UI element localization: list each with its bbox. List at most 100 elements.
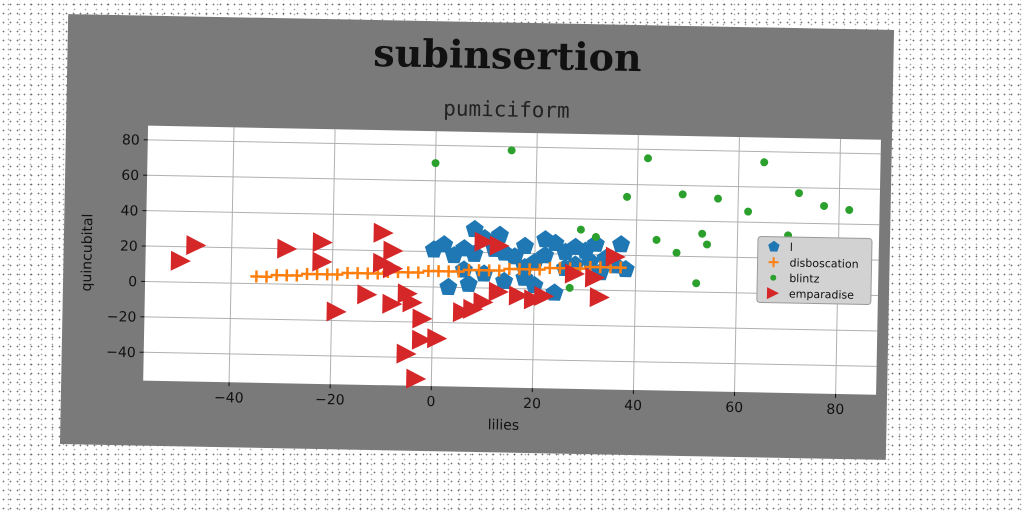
point-l [459, 274, 478, 292]
point-emparadise [584, 267, 606, 288]
x-tick-label: 60 [725, 400, 743, 416]
point-emparadise [186, 235, 207, 256]
y-tick-label: 20 [120, 239, 138, 255]
point-emparadise [474, 231, 495, 252]
point-blintz [507, 146, 516, 155]
legend-item-blintz: blintz [770, 272, 820, 286]
point-blintz [698, 229, 707, 238]
point-disboscation [493, 264, 506, 277]
point-blintz [845, 205, 854, 214]
point-blintz [820, 201, 829, 210]
point-disboscation [422, 264, 435, 277]
grid-line-y [144, 316, 878, 332]
legend-marker [768, 257, 779, 268]
point-emparadise [402, 292, 423, 313]
series-disboscation [250, 260, 627, 283]
y-axis-ticks: −40 −20 0 20 40 60 80 [106, 132, 148, 361]
point-disboscation [442, 265, 455, 278]
point-emparadise [605, 246, 626, 267]
grid-line-x [329, 129, 336, 385]
point-emparadise [412, 308, 433, 329]
point-emparadise [473, 291, 494, 312]
y-tick-label: −40 [106, 345, 136, 362]
point-emparadise [534, 286, 555, 307]
x-tick-label: 80 [826, 402, 844, 418]
legend-item-emparadise: emparadise [766, 287, 854, 302]
point-emparadise [427, 328, 448, 349]
y-tick-label: 0 [128, 274, 137, 290]
point-emparadise [326, 301, 347, 322]
point-blintz [678, 190, 687, 199]
point-disboscation [301, 267, 314, 280]
grid-line-y [147, 139, 881, 155]
point-emparadise [312, 232, 333, 253]
legend-item-disboscation: disboscation [768, 257, 859, 271]
point-disboscation [533, 263, 546, 276]
x-tick-label: 0 [426, 394, 435, 410]
point-disboscation [553, 262, 566, 275]
point-blintz [744, 207, 753, 216]
point-emparadise [357, 284, 378, 305]
point-blintz [623, 192, 632, 201]
point-l [439, 277, 458, 296]
point-blintz [703, 240, 712, 249]
point-emparadise [489, 235, 510, 256]
point-disboscation [523, 263, 536, 276]
point-disboscation [462, 263, 475, 276]
point-disboscation [472, 264, 486, 277]
x-axis-ticks: −40 −20 0 20 40 60 80 [214, 382, 844, 418]
series-emparadise [170, 222, 626, 389]
point-blintz [692, 279, 701, 288]
legend-label: emparadise [789, 288, 854, 302]
y-axis-label: quincubital [79, 213, 96, 291]
point-emparadise [411, 329, 433, 350]
grid-line-y [146, 210, 880, 226]
legend-label: disboscation [789, 257, 858, 271]
point-disboscation [402, 266, 415, 279]
y-tick-label: −20 [107, 309, 137, 326]
point-disboscation [250, 270, 263, 283]
chart-figure: subinsertion pumiciform −40 −20 0 20 40 60 80 … [59, 14, 895, 460]
legend-item-l: l [768, 240, 793, 254]
point-disboscation [351, 267, 364, 280]
point-emparadise [564, 263, 585, 284]
point-disboscation [331, 268, 344, 281]
point-emparadise [382, 293, 403, 314]
point-disboscation [543, 261, 556, 275]
point-disboscation [270, 269, 283, 282]
point-emparadise [170, 250, 191, 271]
point-disboscation [321, 268, 334, 281]
x-tick-label: 20 [523, 396, 541, 412]
point-blintz [672, 248, 681, 257]
y-tick-label: 60 [121, 168, 139, 184]
point-emparadise [277, 238, 298, 259]
point-emparadise [463, 298, 484, 319]
point-disboscation [412, 266, 425, 279]
point-emparadise [373, 222, 394, 243]
point-disboscation [432, 265, 445, 278]
y-tick-label: 80 [122, 132, 140, 148]
point-disboscation [503, 262, 516, 276]
point-blintz [760, 158, 769, 167]
legend-marker [768, 240, 780, 252]
point-emparadise [523, 289, 545, 310]
point-blintz [644, 154, 653, 163]
point-emparadise [382, 258, 404, 279]
legend-marker [770, 274, 777, 281]
point-disboscation [614, 261, 627, 274]
point-blintz [652, 235, 661, 244]
x-axis-label: lilies [488, 417, 520, 434]
point-l [581, 252, 600, 270]
point-blintz [591, 232, 600, 241]
x-tick-label: −40 [214, 390, 244, 407]
point-emparadise [397, 283, 418, 304]
grid-line-x [632, 135, 639, 391]
grid-line-y [147, 174, 880, 190]
point-emparadise [406, 368, 427, 389]
point-disboscation [280, 269, 293, 282]
x-tick-label: 40 [624, 398, 642, 414]
point-emparadise [589, 287, 610, 308]
point-blintz [795, 189, 804, 198]
legend-marker [766, 287, 779, 300]
point-disboscation [361, 267, 374, 280]
